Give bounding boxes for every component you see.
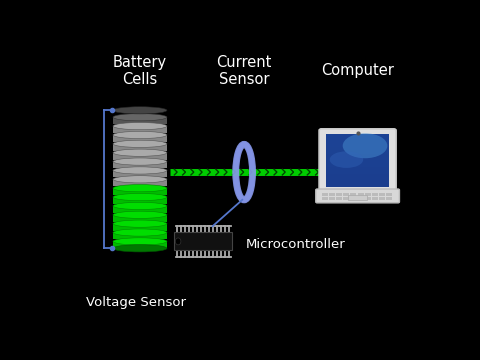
Bar: [113, 126, 167, 133]
Ellipse shape: [113, 220, 167, 227]
Ellipse shape: [113, 167, 167, 174]
Bar: [365, 197, 371, 200]
Ellipse shape: [175, 238, 181, 245]
Bar: [322, 197, 328, 200]
Ellipse shape: [113, 107, 167, 114]
Text: Voltage Sensor: Voltage Sensor: [86, 296, 186, 309]
Bar: [326, 174, 389, 180]
Ellipse shape: [113, 158, 167, 165]
Bar: [113, 224, 167, 231]
Bar: [348, 195, 367, 200]
Bar: [379, 197, 385, 200]
Bar: [113, 179, 167, 186]
Bar: [386, 193, 392, 196]
Bar: [113, 233, 167, 239]
Ellipse shape: [113, 114, 167, 121]
Bar: [336, 197, 342, 200]
Bar: [336, 193, 342, 196]
Bar: [113, 215, 167, 222]
Bar: [113, 135, 167, 142]
Bar: [113, 162, 167, 168]
Bar: [113, 188, 167, 195]
Ellipse shape: [113, 238, 167, 245]
Bar: [326, 147, 389, 154]
Bar: [113, 117, 167, 124]
Text: Battery
Cells: Battery Cells: [113, 55, 167, 87]
FancyBboxPatch shape: [316, 189, 399, 203]
Text: Microcontroller: Microcontroller: [246, 238, 346, 251]
Bar: [113, 144, 167, 151]
Bar: [329, 193, 335, 196]
FancyBboxPatch shape: [319, 129, 396, 192]
Bar: [113, 206, 167, 213]
Bar: [326, 160, 389, 167]
Ellipse shape: [113, 140, 167, 148]
Ellipse shape: [113, 193, 167, 201]
Bar: [358, 193, 363, 196]
Ellipse shape: [113, 211, 167, 219]
Bar: [113, 242, 167, 248]
Ellipse shape: [113, 149, 167, 156]
Bar: [372, 197, 378, 200]
Bar: [322, 193, 328, 196]
Bar: [365, 193, 371, 196]
Ellipse shape: [113, 229, 167, 236]
Bar: [343, 193, 349, 196]
Ellipse shape: [113, 202, 167, 210]
Ellipse shape: [330, 151, 363, 168]
Bar: [326, 140, 389, 147]
Ellipse shape: [113, 131, 167, 139]
Text: Current
Sensor: Current Sensor: [216, 55, 272, 87]
Text: Computer: Computer: [321, 63, 394, 78]
Bar: [113, 170, 167, 177]
Ellipse shape: [113, 245, 167, 252]
Bar: [329, 197, 335, 200]
Bar: [174, 233, 232, 251]
Bar: [326, 154, 389, 160]
Bar: [326, 134, 389, 140]
Bar: [326, 167, 389, 174]
Bar: [343, 197, 349, 200]
Bar: [358, 197, 363, 200]
Bar: [350, 193, 356, 196]
Ellipse shape: [113, 122, 167, 130]
Ellipse shape: [343, 133, 387, 158]
Bar: [326, 134, 389, 187]
Ellipse shape: [113, 176, 167, 183]
Ellipse shape: [113, 185, 167, 192]
Bar: [379, 193, 385, 196]
Bar: [350, 197, 356, 200]
Bar: [386, 197, 392, 200]
Bar: [113, 153, 167, 159]
Bar: [326, 180, 389, 187]
Bar: [113, 197, 167, 204]
Bar: [372, 193, 378, 196]
